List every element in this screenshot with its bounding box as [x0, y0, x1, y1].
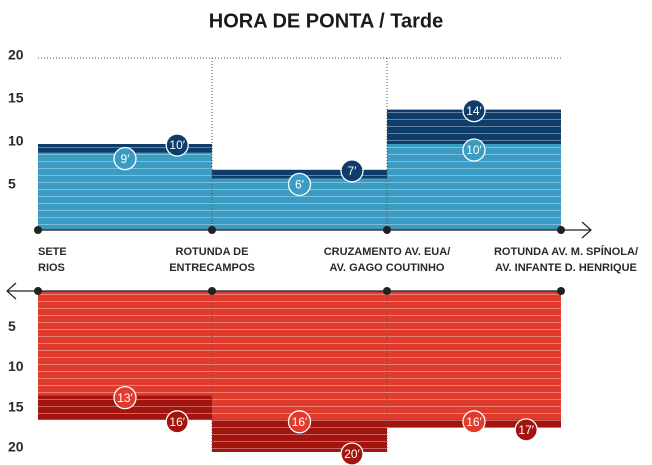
- stop-dot: [383, 226, 391, 234]
- value-label: 16′: [292, 415, 308, 429]
- value-badge: [462, 98, 486, 123]
- stop-label: AV. GAGO COUTINHO: [330, 262, 445, 274]
- value-label: 17′: [518, 423, 534, 437]
- y-tick-label: 5: [8, 176, 16, 192]
- y-tick-label: 15: [8, 398, 24, 414]
- stop-label: CRUZAMENTO AV. EUA/: [324, 246, 451, 258]
- value-label: 10′: [169, 138, 185, 152]
- value-label: 6′: [295, 178, 305, 192]
- stop-dot: [208, 287, 216, 295]
- y-tick-label: 20: [8, 439, 24, 455]
- value-badge: [165, 133, 189, 157]
- value-label: 10′: [466, 143, 482, 157]
- value-badge: [340, 442, 364, 465]
- stop-label: ENTRECAMPOS: [169, 262, 255, 274]
- stop-label: SETE: [38, 246, 67, 258]
- stop-label: ROTUNDA AV. M. SPÍNOLA/: [494, 245, 638, 258]
- value-label: 9′: [121, 152, 131, 166]
- y-tick-label: 5: [8, 318, 16, 334]
- stop-label: RIOS: [38, 262, 65, 274]
- arrow-head: [6, 282, 17, 300]
- stop-dot: [34, 226, 42, 234]
- value-badge: [287, 410, 312, 434]
- stop-dot: [557, 287, 565, 295]
- value-badge: [113, 146, 137, 171]
- value-label: 20′: [344, 447, 360, 461]
- value-badge: [340, 159, 364, 183]
- stop-dot: [208, 226, 216, 234]
- value-label: 16′: [169, 415, 185, 429]
- value-label: 16′: [466, 415, 482, 429]
- stop-dot: [34, 287, 42, 295]
- stop-dot: [557, 226, 565, 234]
- value-badge: [514, 418, 538, 442]
- value-badge: [462, 410, 486, 434]
- chart-title: HORA DE PONTA / Tarde: [209, 10, 443, 32]
- value-label: 13′: [117, 391, 133, 405]
- y-tick-label: 20: [8, 47, 24, 63]
- bar-stripes: [212, 291, 387, 420]
- arrow-head: [581, 221, 592, 239]
- stop-dot: [383, 287, 391, 295]
- value-label: 14′: [466, 104, 482, 118]
- stop-label: ROTUNDA DE: [176, 246, 249, 258]
- value-badge: [287, 172, 312, 197]
- value-badge: [462, 138, 486, 162]
- value-badge: [165, 410, 189, 434]
- y-tick-label: 15: [8, 90, 24, 106]
- stop-label: AV. INFANTE D. HENRIQUE: [495, 262, 637, 274]
- value-label: 7′: [348, 164, 358, 178]
- y-tick-label: 10: [8, 133, 24, 149]
- bar-stripes: [387, 291, 561, 420]
- y-tick-label: 10: [8, 358, 24, 374]
- bar-stripes: [38, 291, 212, 396]
- value-badge: [113, 385, 137, 410]
